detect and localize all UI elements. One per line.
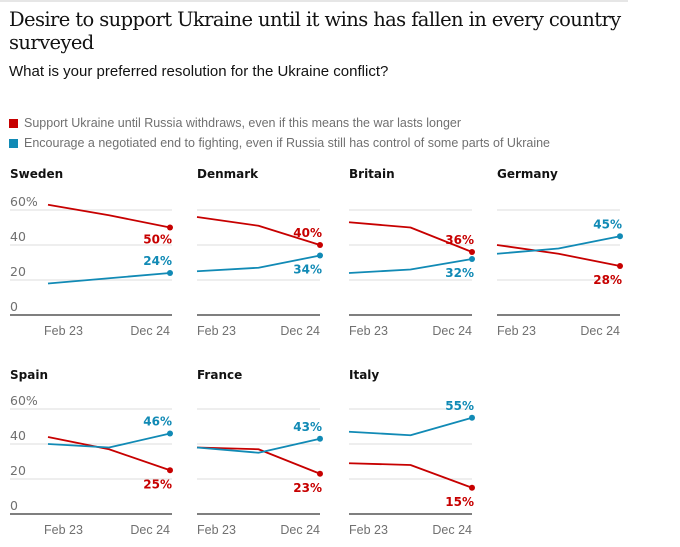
legend: Support Ukraine until Russia withdraws, …: [9, 113, 550, 153]
panel-britain: Britain Feb 23 Dec 24 36% 32%: [348, 167, 475, 338]
series-line-negotiate: [348, 258, 473, 274]
value-label-support: 23%: [293, 481, 322, 495]
panel-sweden: Sweden 60% 40 20 0 Feb 23 Dec 24 50% 24%: [10, 167, 173, 338]
series-line-support: [47, 203, 171, 229]
end-point-negotiate: [317, 252, 323, 259]
value-label-negotiate: 45%: [593, 217, 622, 231]
series-line-negotiate: [47, 272, 171, 285]
end-point-support: [167, 467, 173, 474]
end-point-negotiate: [317, 435, 323, 442]
legend-label-negotiate: Encourage a negotiated end to fighting, …: [24, 136, 550, 150]
y-tick-label: 0: [10, 498, 18, 513]
value-label-negotiate: 34%: [293, 263, 322, 277]
x-tick-label: Dec 24: [280, 523, 320, 537]
end-point-negotiate: [167, 270, 173, 276]
x-tick-label: Dec 24: [130, 523, 170, 537]
legend-swatch-support: [9, 118, 18, 128]
value-label-support: 28%: [593, 273, 622, 287]
end-point-negotiate: [617, 233, 623, 240]
y-tick-label: 40: [10, 428, 26, 443]
top-rule: [0, 0, 628, 2]
chart-subtitle: What is your preferred resolution for th…: [9, 63, 389, 80]
end-point-support: [317, 242, 323, 248]
y-tick-label: 40: [10, 229, 26, 244]
country-label: France: [197, 368, 242, 382]
x-tick-label: Dec 24: [130, 324, 170, 338]
legend-swatch-negotiate: [9, 138, 18, 148]
value-label-support: 25%: [143, 477, 172, 491]
x-tick-label: Dec 24: [432, 324, 472, 338]
panel-spain: Spain 60% 40 20 0 Feb 23 Dec 24 25% 46%: [10, 368, 173, 537]
value-label-negotiate: 32%: [445, 266, 474, 280]
series-line-negotiate: [196, 437, 321, 454]
value-label-negotiate: 46%: [143, 415, 172, 429]
series-line-negotiate: [47, 432, 171, 449]
value-label-support: 36%: [445, 233, 474, 247]
country-label: Denmark: [197, 167, 259, 181]
country-label: Spain: [10, 368, 48, 382]
series-line-support: [348, 221, 473, 253]
y-tick-label: 0: [10, 299, 18, 314]
series-line-support: [496, 244, 621, 267]
panel-denmark: Denmark Feb 23 Dec 24 40% 34%: [196, 167, 323, 338]
series-line-negotiate: [196, 254, 321, 273]
x-tick-label: Feb 23: [44, 324, 83, 338]
end-point-negotiate: [469, 256, 475, 262]
panel-germany: Germany Feb 23 Dec 24 28% 45%: [496, 167, 623, 338]
series-line-support: [348, 462, 473, 489]
end-point-negotiate: [167, 430, 173, 437]
x-tick-label: Dec 24: [280, 324, 320, 338]
value-label-support: 50%: [143, 233, 172, 247]
y-tick-label: 60%: [10, 194, 38, 209]
series-line-support: [47, 436, 171, 472]
x-tick-label: Dec 24: [580, 324, 620, 338]
series-line-support: [196, 446, 321, 475]
value-label-negotiate: 55%: [445, 399, 474, 413]
end-point-support: [469, 249, 475, 255]
value-label-support: 40%: [293, 226, 322, 240]
end-point-support: [167, 224, 173, 231]
end-point-support: [469, 484, 475, 491]
country-label: Italy: [349, 368, 379, 382]
x-tick-label: Feb 23: [197, 324, 236, 338]
y-tick-label: 20: [10, 463, 26, 478]
value-label-negotiate: 43%: [293, 420, 322, 434]
x-tick-label: Feb 23: [497, 324, 536, 338]
panel-italy: Italy Feb 23 Dec 24 15% 55%: [348, 368, 475, 537]
x-tick-label: Feb 23: [44, 523, 83, 537]
y-tick-label: 20: [10, 264, 26, 279]
x-tick-label: Feb 23: [349, 324, 388, 338]
chart-title: Desire to support Ukraine until it wins …: [9, 8, 621, 54]
end-point-negotiate: [469, 414, 475, 421]
value-label-negotiate: 24%: [143, 254, 172, 268]
y-tick-label: 60%: [10, 393, 38, 408]
x-tick-label: Feb 23: [197, 523, 236, 537]
end-point-support: [617, 263, 623, 269]
series-line-negotiate: [496, 235, 621, 255]
x-tick-label: Feb 23: [349, 523, 388, 537]
end-point-support: [317, 470, 323, 477]
legend-item-negotiate: Encourage a negotiated end to fighting, …: [9, 133, 550, 153]
x-tick-label: Dec 24: [432, 523, 472, 537]
panel-france: France Feb 23 Dec 24 23% 43%: [196, 368, 323, 537]
series-line-support: [196, 216, 321, 246]
series-line-negotiate: [348, 416, 473, 437]
country-label: Germany: [497, 167, 558, 181]
country-label: Sweden: [10, 167, 63, 181]
legend-label-support: Support Ukraine until Russia withdraws, …: [24, 116, 462, 130]
country-label: Britain: [349, 167, 395, 181]
value-label-support: 15%: [445, 495, 474, 509]
legend-item-support: Support Ukraine until Russia withdraws, …: [9, 113, 550, 133]
